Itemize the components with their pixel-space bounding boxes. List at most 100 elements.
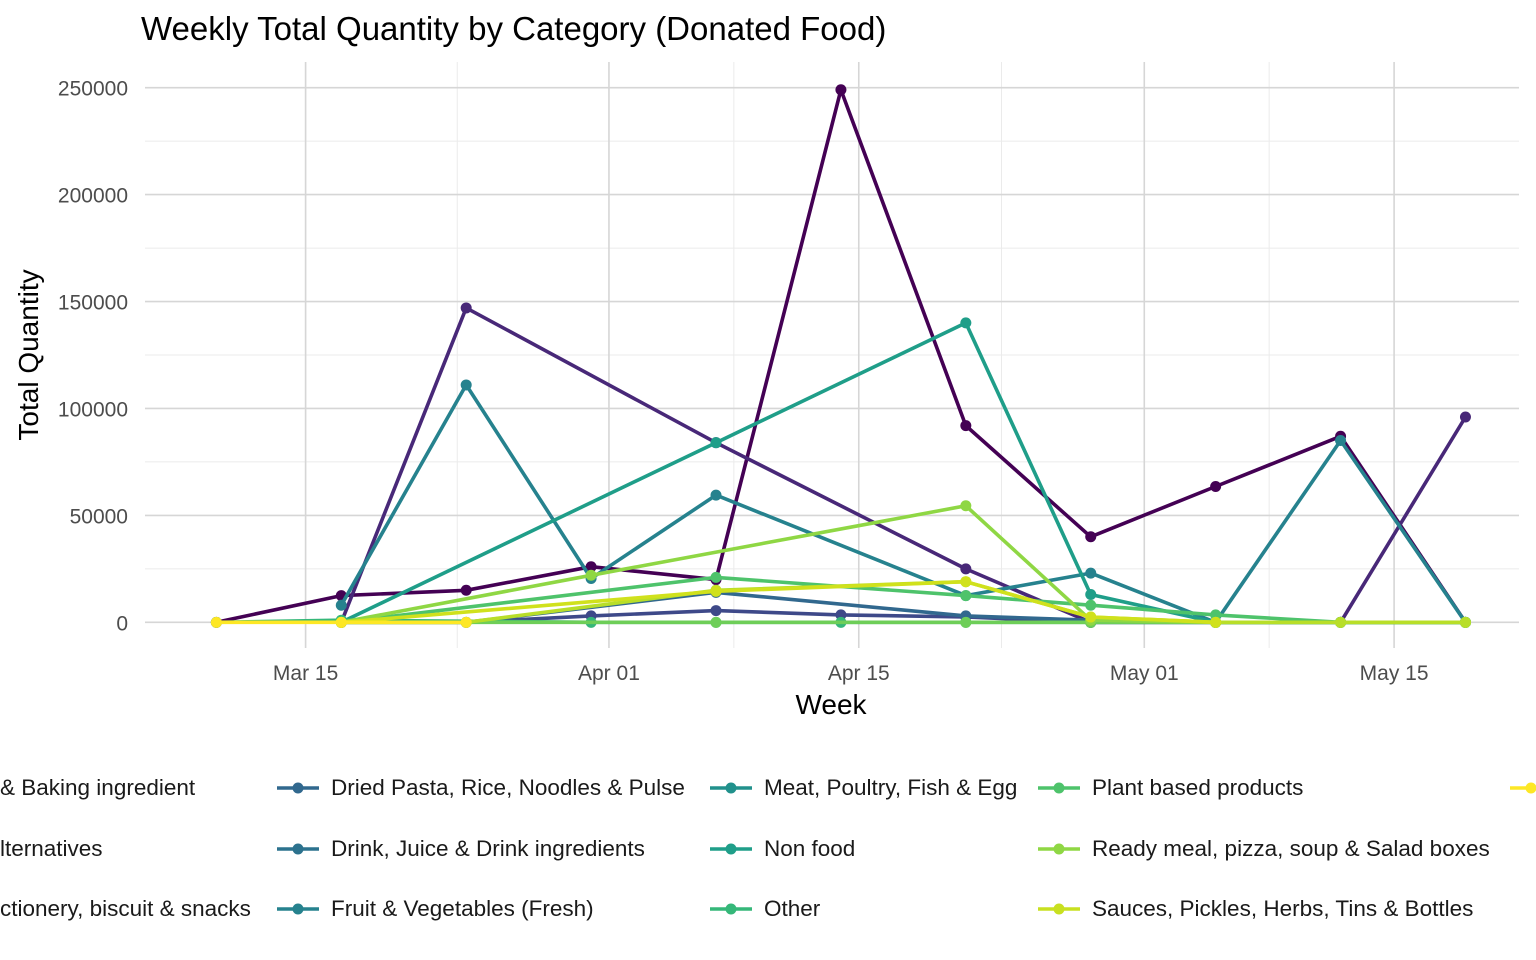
legend-item: Ready meal, pizza, soup & Salad boxes <box>1036 834 1490 864</box>
data-point <box>1335 616 1347 628</box>
y-tick-label: 100000 <box>58 398 128 421</box>
data-point <box>710 571 722 583</box>
legend-swatch <box>710 903 752 915</box>
legend-label: lternatives <box>0 836 103 861</box>
grid-lines <box>145 62 1519 648</box>
y-axis-title: Total Quantity <box>13 269 44 440</box>
legend-swatch-point <box>1053 843 1065 855</box>
data-point <box>960 420 972 432</box>
data-point <box>585 561 597 573</box>
legend-label: Sauces, Pickles, Herbs, Tins & Bottles <box>1092 896 1474 921</box>
data-point <box>460 616 472 628</box>
legend-label: Fruit & Vegetables (Fresh) <box>331 896 594 921</box>
legend-label: Dried Pasta, Rice, Noodles & Pulse <box>331 775 685 800</box>
data-point <box>335 616 347 628</box>
x-tick-label: Apr 01 <box>578 662 640 685</box>
legend-swatch-point <box>292 782 304 794</box>
legend-swatch <box>277 903 319 915</box>
data-point <box>460 302 472 314</box>
data-point <box>710 585 722 597</box>
legend-label: Ready meal, pizza, soup & Salad boxes <box>1092 836 1490 861</box>
data-point <box>960 500 972 512</box>
legend-swatch-point <box>1525 782 1536 794</box>
chart-title: Weekly Total Quantity by Category (Donat… <box>141 10 887 47</box>
data-point <box>960 563 972 575</box>
legend-swatch-point <box>292 843 304 855</box>
legend-swatch <box>277 782 319 794</box>
legend-swatch <box>710 843 752 855</box>
data-point <box>835 84 847 96</box>
data-point <box>460 379 472 391</box>
series-line <box>339 383 1468 625</box>
legend-item: Non food <box>708 834 855 864</box>
data-point <box>710 616 722 628</box>
legend-item: Plant based products <box>1036 773 1303 803</box>
data-point <box>1459 616 1471 628</box>
series-12 <box>210 616 472 628</box>
data-point <box>1335 435 1347 447</box>
legend-label: Non food <box>764 836 856 861</box>
data-point <box>460 584 472 596</box>
data-point <box>710 605 722 617</box>
series-line <box>339 321 1468 625</box>
data-point <box>1085 531 1097 543</box>
x-tick-label: May 01 <box>1110 662 1179 685</box>
legend-swatch <box>1510 782 1536 794</box>
legend-item: & Baking ingredient <box>0 773 195 803</box>
legend-label: Plant based products <box>1092 775 1304 800</box>
y-tick-label: 50000 <box>70 505 128 528</box>
legend-item <box>1508 773 1536 803</box>
x-tick-label: Apr 15 <box>828 662 890 685</box>
series-line <box>214 88 1468 625</box>
data-point <box>960 616 972 628</box>
data-point <box>1459 411 1471 423</box>
data-point <box>960 590 972 602</box>
data-point <box>1085 567 1097 579</box>
legend-item: lternatives <box>0 834 103 864</box>
legend-item: Sauces, Pickles, Herbs, Tins & Bottles <box>1036 894 1473 924</box>
y-tick-label: 0 <box>116 612 128 635</box>
legend-swatch-point <box>725 782 737 794</box>
data-point <box>710 489 722 501</box>
legend-item: Drink, Juice & Drink ingredients <box>275 834 645 864</box>
legend-swatch <box>1038 903 1080 915</box>
legend-swatch-point <box>725 843 737 855</box>
legend-swatch-point <box>1053 782 1065 794</box>
data-point <box>960 576 972 588</box>
data-point <box>1085 589 1097 601</box>
legend-swatch-point <box>1053 903 1065 915</box>
legend-item: Dried Pasta, Rice, Noodles & Pulse <box>275 773 685 803</box>
legend-swatch <box>277 843 319 855</box>
legend-label: Drink, Juice & Drink ingredients <box>331 836 645 861</box>
data-point <box>1210 616 1222 628</box>
x-tick-label: May 15 <box>1360 662 1429 685</box>
legend-label: Meat, Poultry, Fish & Egg <box>764 775 1018 800</box>
data-point <box>210 616 222 628</box>
legend-swatch <box>1038 843 1080 855</box>
data-point <box>960 317 972 329</box>
legend-item: Meat, Poultry, Fish & Egg <box>708 773 1017 803</box>
legend-swatch-point <box>725 903 737 915</box>
data-point <box>1085 611 1097 623</box>
legend-item: Fruit & Vegetables (Fresh) <box>275 894 594 924</box>
legend-item: Other <box>708 894 820 924</box>
series-line <box>339 503 1468 625</box>
legend-swatch <box>710 782 752 794</box>
x-tick-label: Mar 15 <box>273 662 338 685</box>
x-axis-title: Week <box>795 689 867 720</box>
legend-swatch-point <box>292 903 304 915</box>
data-point <box>585 569 597 581</box>
legend-swatch <box>1038 782 1080 794</box>
series-layer <box>210 84 1471 628</box>
y-tick-label: 250000 <box>58 78 128 101</box>
data-point <box>1085 599 1097 611</box>
y-tick-label: 150000 <box>58 292 128 315</box>
data-point <box>710 437 722 449</box>
data-point <box>1210 481 1222 493</box>
legend-label: ctionery, biscuit & snacks <box>0 896 251 921</box>
legend-item: ctionery, biscuit & snacks <box>0 894 251 924</box>
y-tick-label: 200000 <box>58 185 128 208</box>
legend-label: Other <box>764 896 821 921</box>
data-point <box>335 599 347 611</box>
